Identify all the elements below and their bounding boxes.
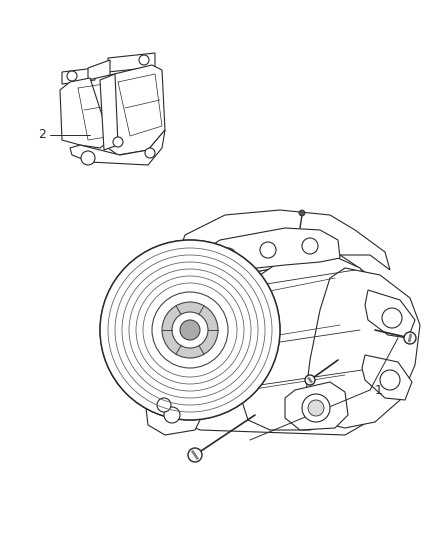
Polygon shape bbox=[62, 68, 95, 84]
Circle shape bbox=[302, 394, 330, 422]
Circle shape bbox=[122, 262, 258, 398]
Circle shape bbox=[305, 375, 315, 385]
Polygon shape bbox=[240, 258, 380, 430]
Circle shape bbox=[382, 308, 402, 328]
Circle shape bbox=[139, 55, 149, 65]
Polygon shape bbox=[285, 382, 348, 430]
Polygon shape bbox=[60, 78, 110, 148]
Polygon shape bbox=[145, 255, 400, 435]
Circle shape bbox=[404, 332, 416, 344]
Circle shape bbox=[100, 240, 280, 420]
Circle shape bbox=[145, 148, 155, 158]
Circle shape bbox=[188, 448, 202, 462]
Circle shape bbox=[100, 240, 280, 420]
Polygon shape bbox=[88, 60, 110, 80]
Circle shape bbox=[129, 269, 251, 391]
Circle shape bbox=[152, 292, 228, 368]
Polygon shape bbox=[108, 65, 165, 155]
Circle shape bbox=[172, 312, 208, 348]
Circle shape bbox=[299, 210, 305, 216]
Circle shape bbox=[143, 283, 237, 377]
Circle shape bbox=[157, 398, 171, 412]
Circle shape bbox=[108, 248, 272, 412]
Circle shape bbox=[81, 151, 95, 165]
Circle shape bbox=[260, 242, 276, 258]
Circle shape bbox=[67, 71, 77, 81]
Polygon shape bbox=[70, 130, 165, 165]
Circle shape bbox=[308, 400, 324, 416]
Polygon shape bbox=[145, 380, 205, 435]
Polygon shape bbox=[205, 228, 340, 272]
Polygon shape bbox=[365, 290, 415, 338]
Circle shape bbox=[302, 238, 318, 254]
Polygon shape bbox=[165, 210, 390, 290]
Text: 2: 2 bbox=[38, 128, 46, 141]
Polygon shape bbox=[305, 268, 420, 428]
Circle shape bbox=[162, 302, 218, 358]
Circle shape bbox=[220, 248, 236, 264]
Circle shape bbox=[380, 370, 400, 390]
Circle shape bbox=[150, 290, 230, 370]
Circle shape bbox=[136, 276, 244, 384]
Polygon shape bbox=[362, 355, 412, 400]
Polygon shape bbox=[100, 74, 118, 150]
Text: 1: 1 bbox=[375, 384, 383, 397]
Circle shape bbox=[113, 137, 123, 147]
Circle shape bbox=[164, 407, 180, 423]
Circle shape bbox=[115, 255, 265, 405]
Circle shape bbox=[180, 320, 200, 340]
Polygon shape bbox=[108, 53, 155, 72]
